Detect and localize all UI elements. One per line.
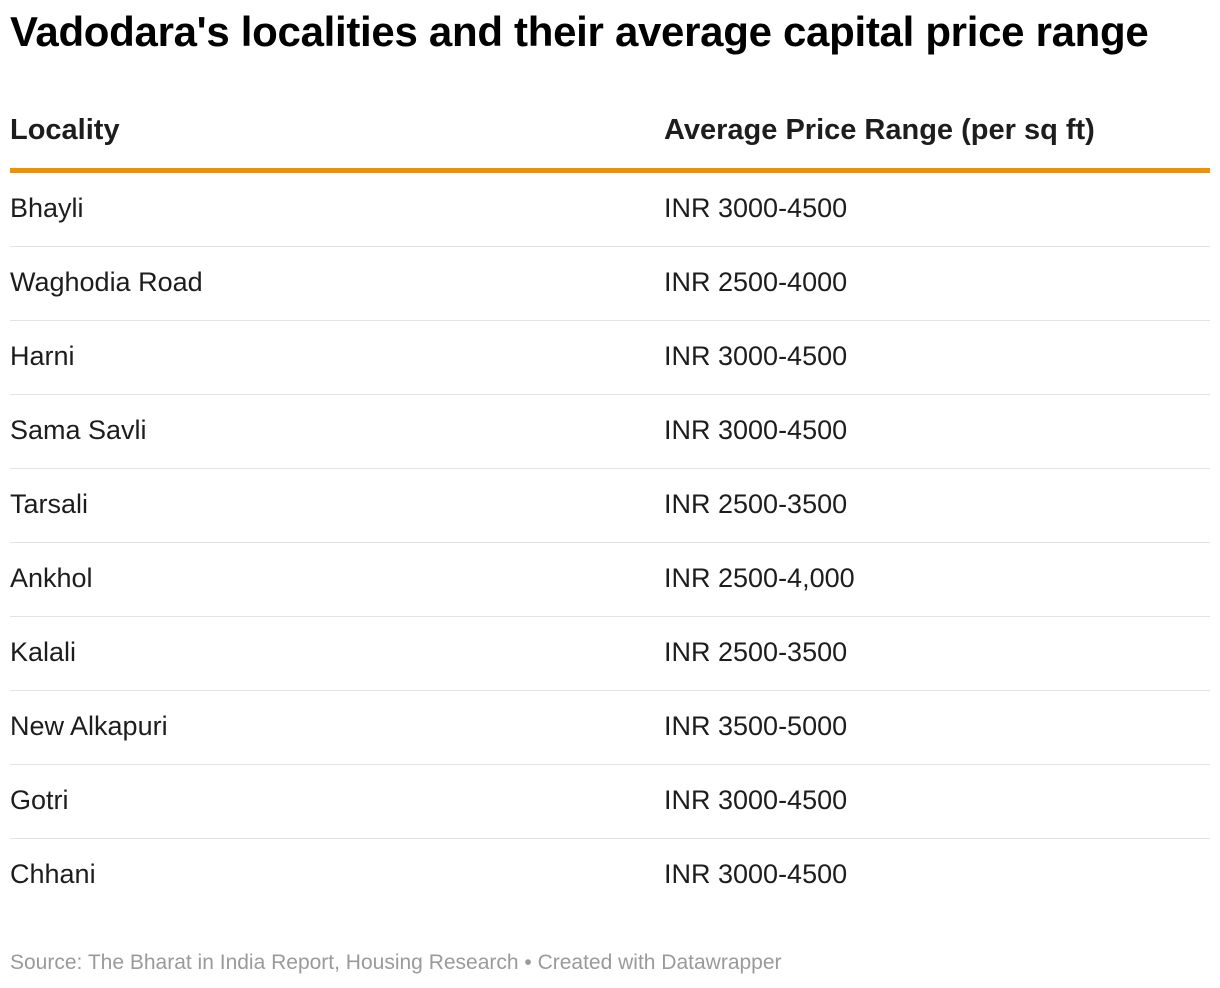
table-row: Bhayli INR 3000-4500 bbox=[10, 173, 1210, 247]
price-range-cell: INR 3000-4500 bbox=[664, 859, 848, 889]
locality-cell: Sama Savli bbox=[10, 415, 147, 445]
table-row: New Alkapuri INR 3500-5000 bbox=[10, 691, 1210, 765]
price-range-cell: INR 3000-4500 bbox=[664, 785, 848, 815]
column-header-price-range[interactable]: Average Price Range (per sq ft) bbox=[664, 114, 1095, 146]
price-range-cell: INR 2500-4,000 bbox=[664, 563, 855, 593]
table-header-row: Locality Average Price Range (per sq ft) bbox=[10, 96, 1210, 173]
locality-cell: Gotri bbox=[10, 785, 69, 815]
source-footer: Source: The Bharat in India Report, Hous… bbox=[10, 951, 782, 974]
table-row: Ankhol INR 2500-4,000 bbox=[10, 543, 1210, 617]
table-row: Gotri INR 3000-4500 bbox=[10, 765, 1210, 839]
locality-cell: Harni bbox=[10, 341, 75, 371]
locality-cell: Kalali bbox=[10, 637, 77, 667]
table-body: Bhayli INR 3000-4500 Waghodia Road INR 2500… bbox=[10, 173, 1210, 912]
locality-cell: Waghodia Road bbox=[10, 267, 203, 297]
price-range-cell: INR 3000-4500 bbox=[664, 193, 848, 223]
locality-cell: Tarsali bbox=[10, 489, 89, 519]
table-row: Waghodia Road INR 2500-4000 bbox=[10, 247, 1210, 321]
locality-cell: Chhani bbox=[10, 859, 96, 889]
price-range-cell: INR 3000-4500 bbox=[664, 341, 848, 371]
price-range-cell: INR 2500-3500 bbox=[664, 489, 848, 519]
table-row: Harni INR 3000-4500 bbox=[10, 321, 1210, 395]
locality-cell: New Alkapuri bbox=[10, 711, 168, 741]
price-range-cell: INR 3000-4500 bbox=[664, 415, 848, 445]
price-range-cell: INR 2500-4000 bbox=[664, 267, 848, 297]
locality-cell: Bhayli bbox=[10, 193, 84, 223]
price-range-cell: INR 3500-5000 bbox=[664, 711, 848, 741]
column-header-locality[interactable]: Locality bbox=[10, 114, 120, 146]
table-row: Kalali INR 2500-3500 bbox=[10, 617, 1210, 691]
table-row: Sama Savli INR 3000-4500 bbox=[10, 395, 1210, 469]
table-row: Chhani INR 3000-4500 bbox=[10, 839, 1210, 912]
price-range-cell: INR 2500-3500 bbox=[664, 637, 848, 667]
table-row: Tarsali INR 2500-3500 bbox=[10, 469, 1210, 543]
locality-cell: Ankhol bbox=[10, 563, 93, 593]
chart-title: Vadodara's localities and their average … bbox=[10, 8, 1149, 55]
price-table: Locality Average Price Range (per sq ft)… bbox=[10, 96, 1210, 912]
